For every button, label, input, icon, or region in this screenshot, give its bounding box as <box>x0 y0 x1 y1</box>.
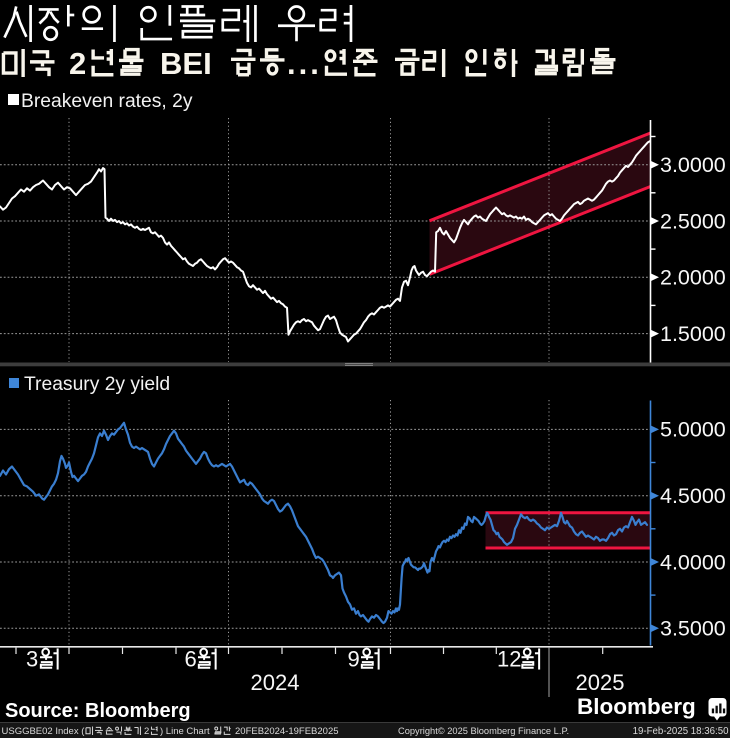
svg-text:3: 3 <box>26 647 38 672</box>
svg-text:3.5000: 3.5000 <box>660 617 726 641</box>
svg-text:2.5000: 2.5000 <box>660 209 726 233</box>
svg-text:1.5000: 1.5000 <box>660 322 726 346</box>
svg-text:Bloomberg: Bloomberg <box>577 694 696 719</box>
svg-text:BEI: BEI <box>160 46 212 81</box>
svg-text:Treasury 2y yield: Treasury 2y yield <box>24 374 170 395</box>
svg-text:5.0000: 5.0000 <box>660 418 726 442</box>
svg-text:2: 2 <box>144 726 149 737</box>
svg-text:...: ... <box>287 46 322 81</box>
svg-text:3.0000: 3.0000 <box>660 153 726 177</box>
svg-text:Breakeven rates, 2y: Breakeven rates, 2y <box>21 91 193 112</box>
svg-text:2.0000: 2.0000 <box>660 266 726 290</box>
svg-text:12: 12 <box>497 647 521 672</box>
svg-text:4.0000: 4.0000 <box>660 550 726 574</box>
svg-text:Copyright© 2025 Bloomberg Fina: Copyright© 2025 Bloomberg Finance L.P. <box>398 726 569 736</box>
svg-text:) Line Chart: ) Line Chart <box>160 726 210 737</box>
svg-text:19-Feb-2025 18:36:50: 19-Feb-2025 18:36:50 <box>633 726 729 737</box>
svg-text:9: 9 <box>348 647 360 672</box>
svg-text:6: 6 <box>185 647 197 672</box>
svg-text:2025: 2025 <box>576 670 625 695</box>
svg-text:USGGBE02 Index (: USGGBE02 Index ( <box>2 726 86 737</box>
svg-text:20FEB2024-19FEB2025: 20FEB2024-19FEB2025 <box>235 726 339 737</box>
svg-text:2: 2 <box>69 46 86 81</box>
svg-text:Source: Bloomberg: Source: Bloomberg <box>5 700 191 722</box>
svg-text:2024: 2024 <box>251 670 300 695</box>
svg-text:4.5000: 4.5000 <box>660 484 726 508</box>
